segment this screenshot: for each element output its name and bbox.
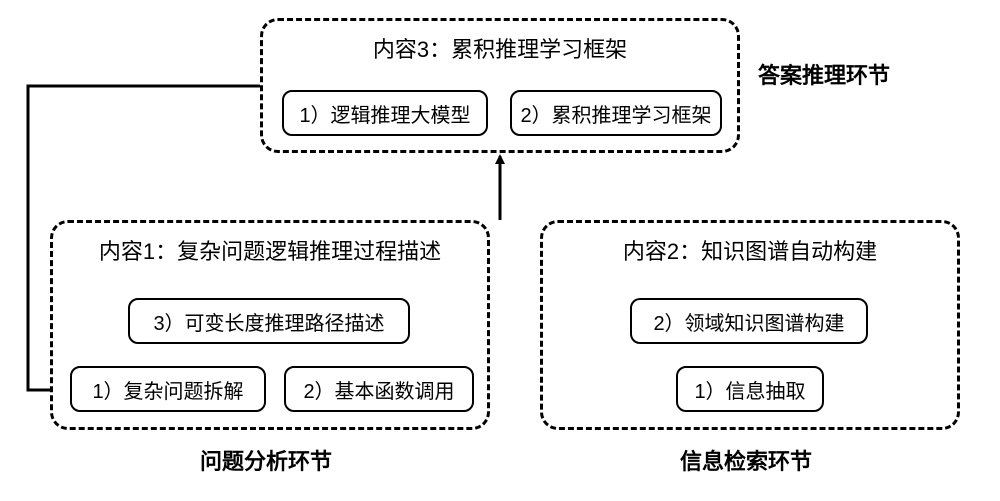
item-left-2: 2）基本函数调用 — [284, 366, 474, 412]
item-right-1: 1）信息抽取 — [676, 366, 824, 412]
label-problem-analysis: 问题分析环节 — [200, 444, 332, 476]
box-content-3-title: 内容3：累积推理学习框架 — [260, 32, 740, 64]
label-answer-reasoning: 答案推理环节 — [758, 58, 890, 90]
item-left-1: 1）复杂问题拆解 — [70, 366, 266, 412]
label-info-retrieval: 信息检索环节 — [680, 444, 812, 476]
item-right-0: 2）领域知识图谱构建 — [630, 298, 868, 344]
box-content-2-title: 内容2：知识图谱自动构建 — [540, 234, 960, 266]
item-top-1: 2）累积推理学习框架 — [510, 90, 722, 136]
diagram-stage: 内容3：累积推理学习框架 内容1：复杂问题逻辑推理过程描述 内容2：知识图谱自动… — [0, 0, 1000, 501]
item-top-0: 1）逻辑推理大模型 — [282, 90, 488, 136]
item-left-0: 3）可变长度推理路径描述 — [128, 298, 410, 344]
box-content-1-title: 内容1：复杂问题逻辑推理过程描述 — [50, 234, 490, 266]
